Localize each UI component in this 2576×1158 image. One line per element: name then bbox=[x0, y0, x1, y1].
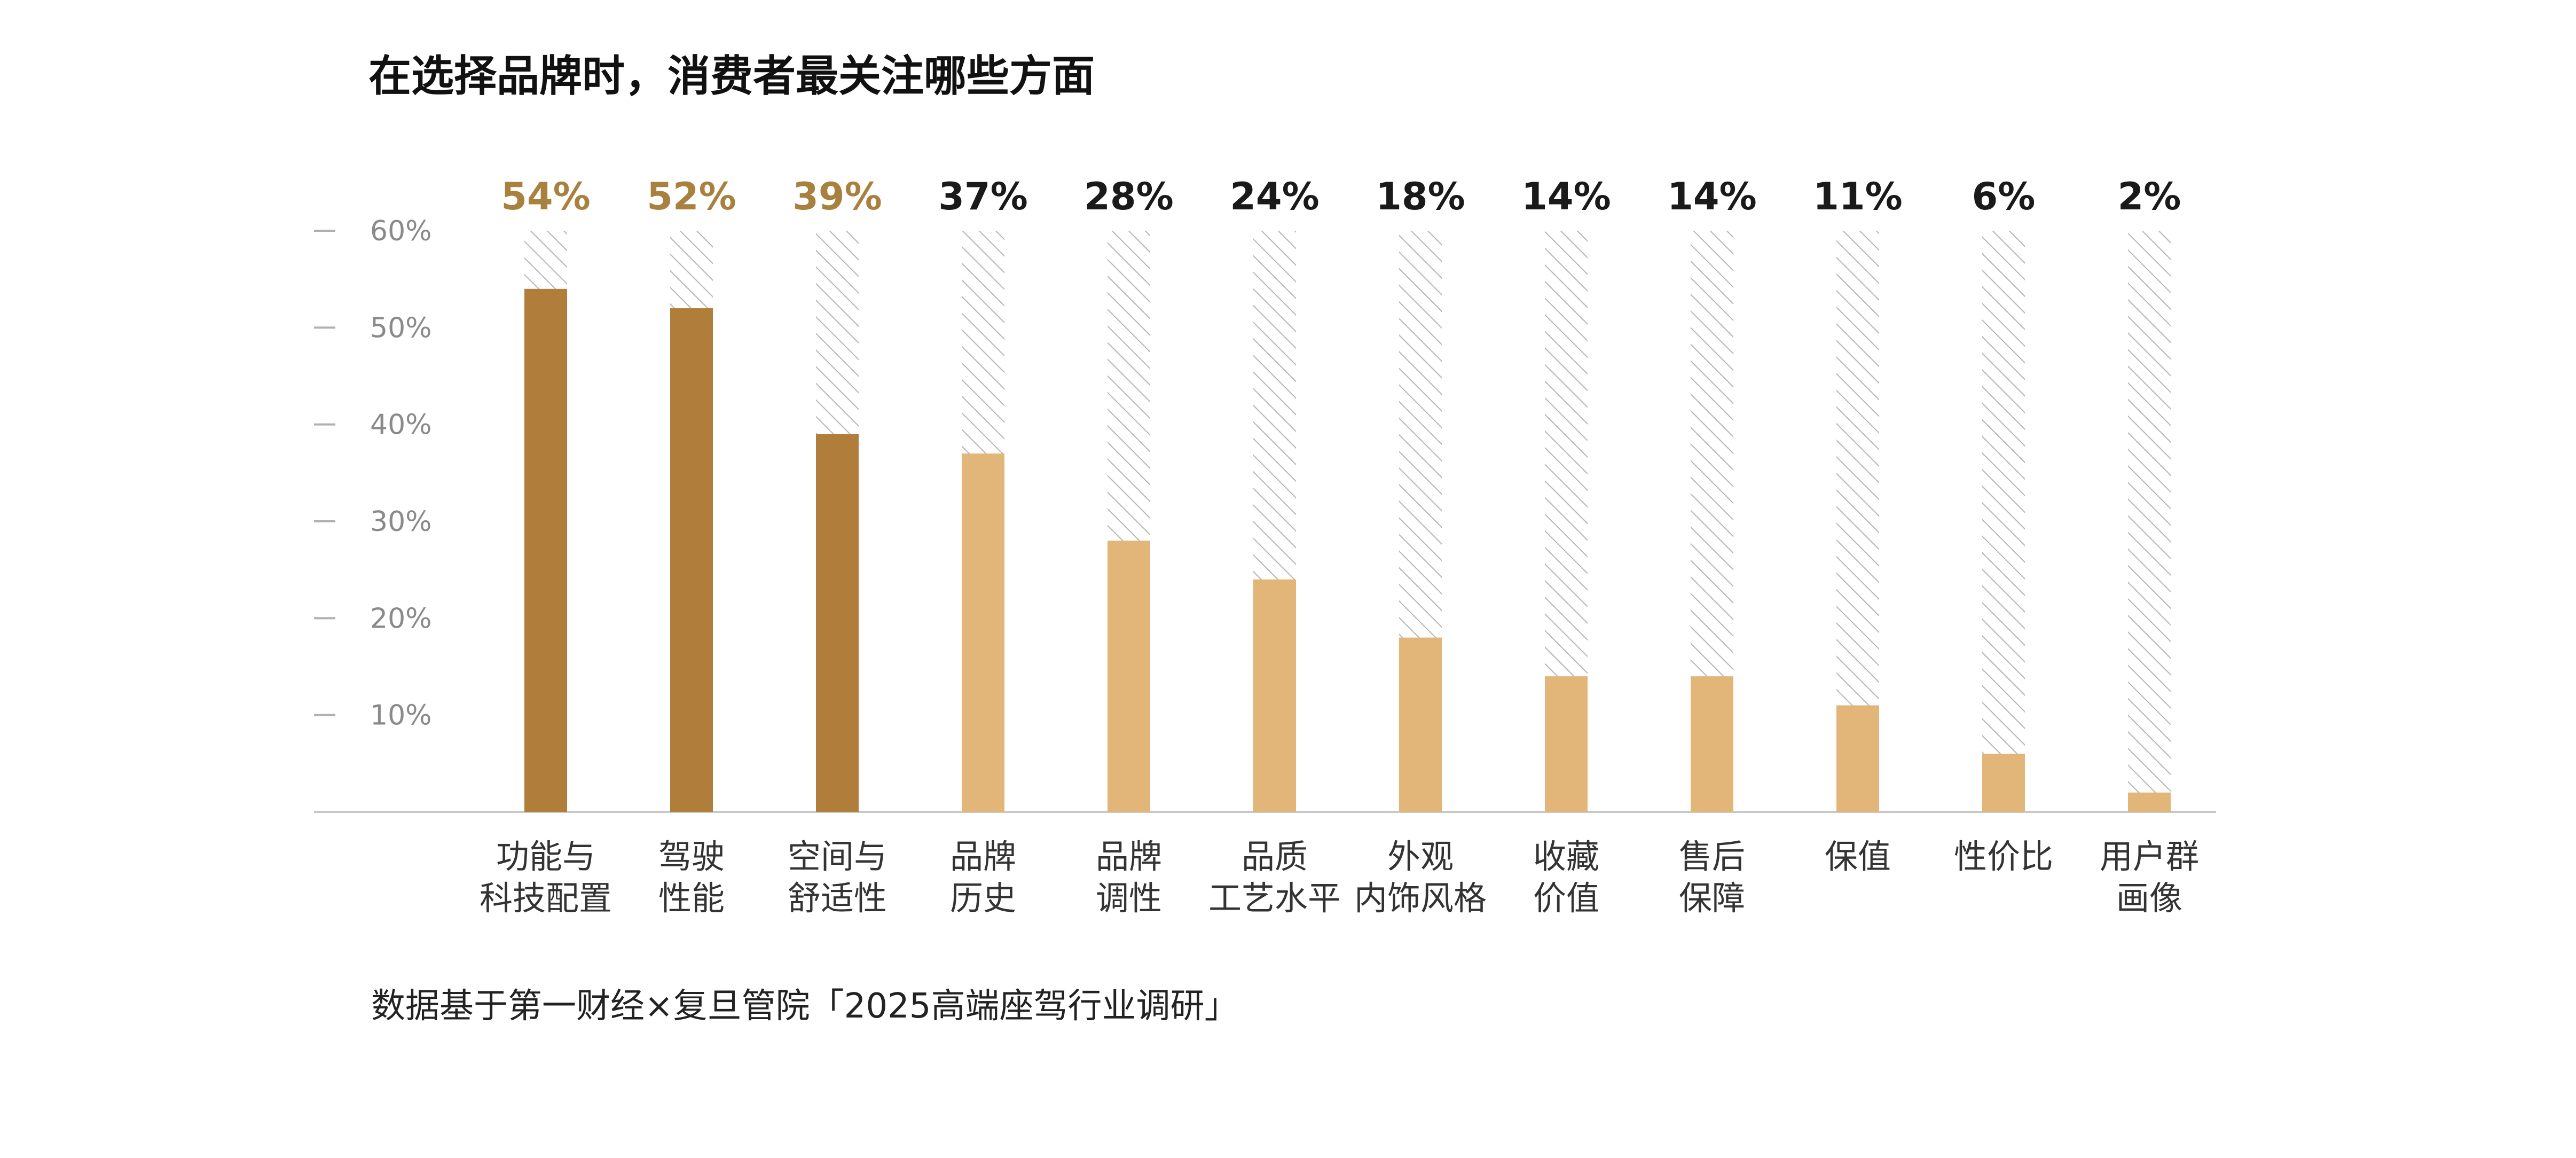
y-tick-label: 30% bbox=[370, 506, 432, 538]
bar-background bbox=[2128, 231, 2171, 812]
value-label: 6% bbox=[1972, 175, 2036, 218]
y-tick-label: 10% bbox=[370, 700, 432, 732]
value-label: 14% bbox=[1521, 175, 1611, 218]
category-label: 功能与 bbox=[496, 837, 595, 876]
value-label: 37% bbox=[938, 175, 1028, 218]
category-label: 外观 bbox=[1387, 837, 1454, 876]
category-label: 性能 bbox=[658, 879, 725, 918]
bar bbox=[1982, 754, 2025, 812]
value-label: 2% bbox=[2118, 175, 2181, 218]
value-label: 24% bbox=[1230, 175, 1320, 218]
category-label: 售后 bbox=[1679, 837, 1745, 876]
value-label: 18% bbox=[1376, 175, 1465, 218]
category-label: 科技配置 bbox=[480, 879, 612, 918]
value-label: 54% bbox=[501, 175, 591, 218]
bar bbox=[1399, 637, 1442, 812]
value-label: 11% bbox=[1813, 175, 1903, 218]
value-label: 14% bbox=[1667, 175, 1757, 218]
value-label: 39% bbox=[792, 175, 882, 218]
bar bbox=[816, 434, 859, 812]
y-tick-label: 40% bbox=[370, 409, 432, 441]
value-labels: 54% 52% 39% 37% 28% 24% 18% 14% 14% 11% 6% 2% bbox=[501, 175, 2181, 218]
bar bbox=[670, 308, 713, 812]
category-label: 工艺水平 bbox=[1208, 879, 1341, 918]
category-label: 内饰风格 bbox=[1354, 879, 1487, 918]
category-label: 品牌 bbox=[1096, 837, 1162, 876]
category-label: 保值 bbox=[1825, 837, 1891, 876]
y-tick-label: 60% bbox=[370, 215, 432, 247]
category-label: 品牌 bbox=[950, 837, 1016, 876]
category-label: 品质 bbox=[1242, 837, 1308, 876]
bar-background bbox=[1982, 231, 2025, 812]
bar bbox=[1691, 676, 1733, 812]
bar bbox=[2128, 792, 2171, 812]
bar bbox=[524, 288, 567, 812]
value-label: 28% bbox=[1084, 175, 1174, 218]
category-label: 用户群 bbox=[2100, 837, 2199, 876]
value-label: 52% bbox=[647, 175, 736, 218]
category-label: 保障 bbox=[1679, 879, 1745, 918]
bar bbox=[1545, 676, 1588, 812]
bars bbox=[524, 231, 2171, 812]
y-tick-label: 20% bbox=[370, 603, 432, 635]
category-label: 调性 bbox=[1096, 879, 1162, 918]
source-note: 数据基于第一财经×复旦管院「2025高端座驾行业调研」 bbox=[371, 987, 1239, 1026]
category-label: 空间与 bbox=[788, 837, 887, 876]
bar bbox=[1836, 705, 1879, 812]
category-label: 画像 bbox=[2116, 879, 2182, 918]
bar bbox=[1108, 541, 1150, 812]
category-label: 历史 bbox=[950, 879, 1016, 918]
category-label: 收藏 bbox=[1533, 837, 1599, 876]
category-labels: 功能与科技配置驾驶性能空间与舒适性品牌历史品牌调性品质工艺水平外观内饰风格收藏价… bbox=[480, 837, 2199, 918]
bar bbox=[1253, 579, 1296, 812]
chart-title: 在选择品牌时，消费者最关注哪些方面 bbox=[368, 51, 1095, 101]
category-label: 性价比 bbox=[1954, 837, 2053, 876]
y-tick-label: 50% bbox=[370, 312, 432, 344]
bar bbox=[962, 453, 1004, 812]
category-label: 价值 bbox=[1533, 879, 1599, 918]
category-label: 舒适性 bbox=[788, 879, 887, 918]
category-label: 驾驶 bbox=[658, 837, 725, 876]
